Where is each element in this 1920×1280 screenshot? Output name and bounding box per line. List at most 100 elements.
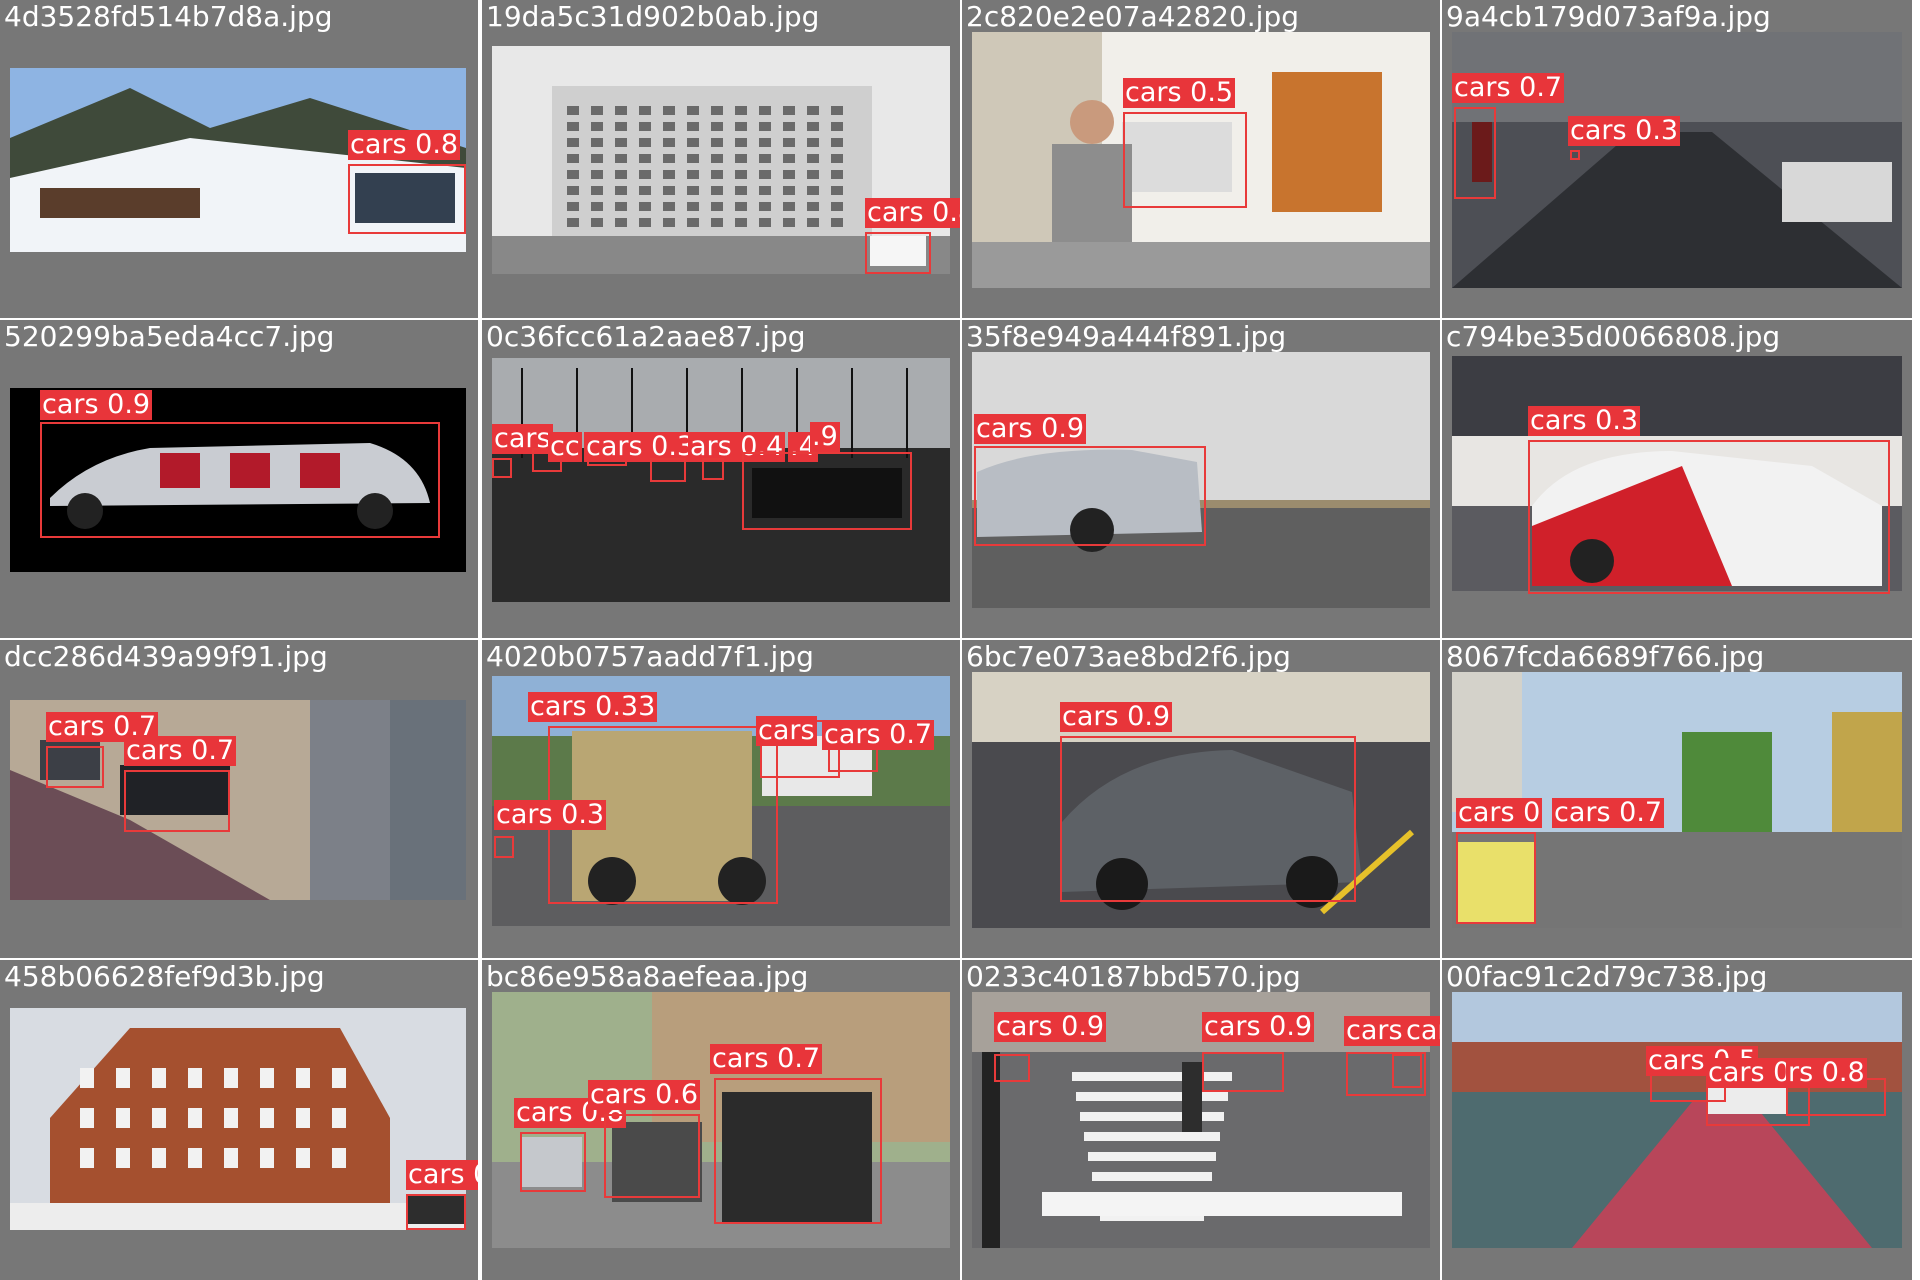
tile-filename: c794be35d0066808.jpg: [1446, 320, 1781, 353]
detection-label: .9: [810, 421, 840, 452]
detection-label: cc: [548, 431, 582, 462]
detection-box: [1528, 440, 1890, 594]
tile-photo: cars 0.8: [10, 1008, 478, 1230]
tile-photo: cars 0.5 cars 0.7 rs 0.8: [1452, 992, 1902, 1248]
image-tile[interactable]: cars 0.9 35f8e949a444f891.jpg: [962, 320, 1440, 638]
tile-photo: cars 0.8: [10, 68, 466, 252]
detection-box: [604, 1114, 700, 1198]
detection-box: [714, 1078, 882, 1224]
image-tile[interactable]: cars 0.8 19da5c31d902b0ab.jpg: [482, 0, 960, 318]
tile-photo: cars 0.3: [1452, 356, 1902, 608]
tile-photo: cars 0.7 cars 0.3: [1452, 32, 1902, 288]
tile-filename: 2c820e2e07a42820.jpg: [966, 0, 1300, 33]
tile-filename: 458b06628fef9d3b.jpg: [4, 960, 325, 993]
image-tile[interactable]: cars 0.33 cars 0.3 cars cars 0.7 4020b0757aa…: [482, 640, 960, 958]
detection-box: [702, 458, 724, 480]
detection-label: cars 0.8: [865, 198, 960, 228]
tile-filename: 4d3528fd514b7d8a.jpg: [4, 0, 333, 33]
detection-label: cars 0.3: [1528, 405, 1641, 436]
detection-label: cars 0.6: [588, 1079, 701, 1110]
detection-box: [494, 836, 514, 858]
detection-label: cars 0.7: [822, 719, 935, 750]
detection-box: [1123, 112, 1247, 208]
tile-filename: 8067fcda6689f766.jpg: [1446, 640, 1765, 673]
tile-filename: 6bc7e073ae8bd2f6.jpg: [966, 640, 1291, 673]
tile-filename: dcc286d439a99f91.jpg: [4, 640, 328, 673]
tile-photo: cars 0.5: [972, 32, 1430, 288]
detection-label: cars 0.9: [40, 389, 153, 420]
detection-box: [650, 458, 686, 482]
detection-label: cars 0.7: [1552, 797, 1665, 828]
tile-filename: 4020b0757aadd7f1.jpg: [486, 640, 814, 673]
detection-box: [742, 452, 912, 530]
detection-box: [994, 1054, 1030, 1082]
detection-box: [1392, 1054, 1422, 1088]
tile-photo: cars 0.8 cars 0.6 cars 0.7: [492, 992, 950, 1248]
tile-filename: 0c36fcc61a2aae87.jpg: [486, 320, 806, 353]
detection-label: rs 0.8: [1786, 1057, 1867, 1088]
detection-label: cars 0: [1456, 797, 1543, 828]
detection-label: cars 0.7: [1452, 72, 1565, 103]
image-tile[interactable]: cars 0.5 cars 0.7 rs 0.8 00fac91c2d79c738.j…: [1442, 960, 1912, 1280]
detection-box: [46, 746, 104, 788]
tile-filename: 00fac91c2d79c738.jpg: [1446, 960, 1768, 993]
detection-box: [40, 422, 440, 538]
detection-label: cars 0.9: [1202, 1011, 1315, 1042]
detection-box: [1456, 832, 1536, 924]
tile-photo: cars 0.7 cars 0.7: [10, 700, 466, 900]
image-tile[interactable]: cars 0.9 6bc7e073ae8bd2f6.jpg: [962, 640, 1440, 958]
image-tile[interactable]: cars 0 cars 0.7 8067fcda6689f766.jpg: [1442, 640, 1912, 958]
detection-label: cars 0.9: [1060, 701, 1173, 732]
detection-box: [348, 164, 466, 234]
image-tile[interactable]: cars cc cars 0.3 ars 0.4.4.9 0c36fcc61a2aae8…: [482, 320, 960, 638]
detection-label: cars 0.8: [348, 129, 461, 160]
detection-label: cars 0.7: [710, 1043, 823, 1074]
detection-label: ars 0.4: [688, 431, 786, 462]
tile-filename: bc86e958a8aefeaa.jpg: [486, 960, 809, 993]
detection-box: [520, 1132, 586, 1192]
tile-photo: cars 0.8: [492, 46, 960, 274]
detection-box: [1346, 1052, 1426, 1096]
image-tile[interactable]: cars 0.3 c794be35d0066808.jpg: [1442, 320, 1912, 638]
detection-box: [1060, 736, 1356, 902]
tile-filename: 19da5c31d902b0ab.jpg: [486, 0, 820, 33]
tile-photo: cars cc cars 0.3 ars 0.4.4.9: [492, 358, 950, 602]
detection-label: cars 0.9: [994, 1011, 1107, 1042]
tile-photo: cars 0 cars 0.7: [1452, 672, 1902, 928]
detection-label: cars 0.7: [124, 735, 237, 766]
image-tile[interactable]: cars 0.9 520299ba5eda4cc7.jpg: [0, 320, 478, 638]
image-tile[interactable]: cars 0.8 4d3528fd514b7d8a.jpg: [0, 0, 478, 318]
detection-label: cars 0.33: [528, 691, 658, 722]
tile-photo: cars 0.9: [10, 388, 466, 572]
tile-filename: 0233c40187bbd570.jpg: [966, 960, 1301, 993]
detection-label: cars 0.5: [1123, 77, 1236, 108]
detection-box: [124, 770, 230, 832]
detection-label: cars 0.7: [1404, 1016, 1440, 1046]
detection-label: cars 0.3: [1568, 115, 1681, 146]
tile-filename: 520299ba5eda4cc7.jpg: [4, 320, 335, 353]
detection-label: cars: [1344, 1015, 1405, 1046]
detection-label: cars 0.8: [406, 1160, 478, 1190]
detection-box: [1202, 1052, 1284, 1092]
detection-box: [1454, 107, 1496, 199]
image-tile[interactable]: cars 0.5 2c820e2e07a42820.jpg: [962, 0, 1440, 318]
image-tile[interactable]: cars 0.8 458b06628fef9d3b.jpg: [0, 960, 478, 1280]
detection-label: cars 0.9: [974, 413, 1087, 444]
image-tile[interactable]: cars 0.7 cars 0.7 dcc286d439a99f91.jpg: [0, 640, 478, 958]
image-tile[interactable]: cars 0.8 cars 0.6 cars 0.7 bc86e958a8aefeaa…: [482, 960, 960, 1280]
detection-box: [1570, 150, 1580, 160]
detection-label: cars 0.3: [494, 799, 607, 830]
detection-box: [974, 446, 1206, 546]
tile-photo: cars 0.9: [972, 672, 1430, 928]
tile-filename: 9a4cb179d073af9a.jpg: [1446, 0, 1771, 33]
detection-box: [492, 458, 512, 478]
image-tile[interactable]: cars 0.7 cars 0.3 9a4cb179d073af9a.jpg: [1442, 0, 1912, 318]
tile-photo: cars 0.33 cars 0.3 cars cars 0.7: [492, 676, 950, 926]
detection-label: cars: [756, 715, 817, 746]
tile-photo: cars 0.9: [972, 352, 1430, 608]
detection-box: [406, 1194, 466, 1230]
tile-filename: 35f8e949a444f891.jpg: [966, 320, 1287, 353]
